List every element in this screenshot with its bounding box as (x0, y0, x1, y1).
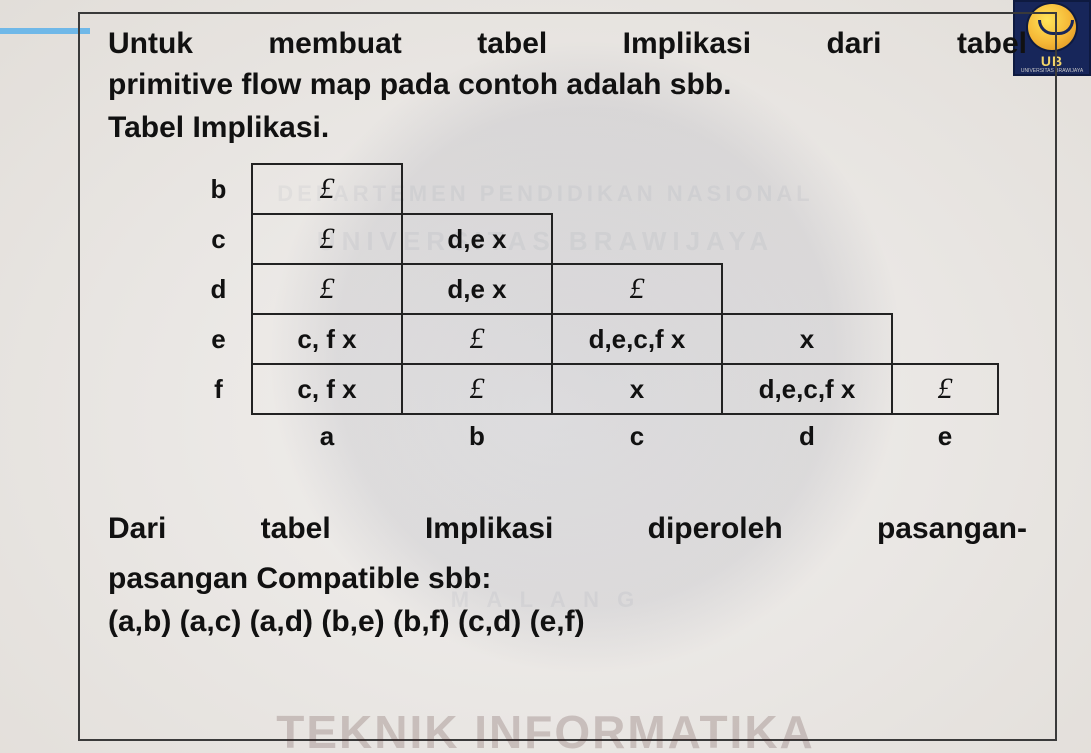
table-cell: £ (252, 164, 402, 214)
paragraph-word: pasangan- (877, 504, 1027, 554)
check-symbol: £ (320, 222, 335, 255)
check-symbol: £ (938, 372, 953, 405)
paragraph-line-2: pasangan Compatible sbb: (108, 554, 1027, 604)
heading-word: dari (826, 24, 881, 65)
empty-cell (892, 214, 998, 264)
table-cell: £ (892, 364, 998, 414)
empty-cell (892, 164, 998, 214)
paragraph-word: Dari (108, 504, 166, 554)
check-symbol: £ (320, 172, 335, 205)
blank-corner (186, 414, 252, 458)
heading: Untuk membuat tabel Implikasi dari tabel prim… (108, 24, 1027, 105)
row-label: f (186, 364, 252, 414)
empty-cell (722, 164, 892, 214)
check-symbol: £ (630, 272, 645, 305)
empty-cell (892, 264, 998, 314)
row-label: d (186, 264, 252, 314)
table-cell: d,e x (402, 264, 552, 314)
heading-word: Untuk (108, 24, 193, 65)
table-row: fc, f x £ xd,e,c,f x £ (186, 364, 998, 414)
row-label: e (186, 314, 252, 364)
heading-word: tabel (477, 24, 547, 65)
check-symbol: £ (470, 322, 485, 355)
table-cell: £ (402, 364, 552, 414)
table-col-label-row: abcde (186, 414, 998, 458)
table-cell: x (722, 314, 892, 364)
check-symbol: £ (470, 372, 485, 405)
table-cell: c, f x (252, 314, 402, 364)
heading-line-2: primitive flow map pada contoh adalah sb… (108, 65, 1027, 106)
empty-cell (552, 164, 722, 214)
accent-bar (0, 28, 90, 34)
table-cell: £ (552, 264, 722, 314)
col-label: c (552, 414, 722, 458)
table-cell: c, f x (252, 364, 402, 414)
subheading: Tabel Implikasi. (108, 111, 1027, 145)
empty-cell (722, 214, 892, 264)
heading-word: membuat (268, 24, 401, 65)
paragraph-word: tabel (261, 504, 331, 554)
table-cell: £ (402, 314, 552, 364)
table-cell: d,e,c,f x (722, 364, 892, 414)
table-row: d £ d,e x £ (186, 264, 998, 314)
table-cell: d,e x (402, 214, 552, 264)
empty-cell (722, 264, 892, 314)
table-row: b£ (186, 164, 998, 214)
table-cell: d,e,c,f x (552, 314, 722, 364)
compatible-pairs: (a,b) (a,c) (a,d) (b,e) (b,f) (c,d) (e,f… (108, 605, 1027, 639)
heading-word: tabel (957, 24, 1027, 65)
row-label: b (186, 164, 252, 214)
table-row: ec, f x £ d,e,c,f xx (186, 314, 998, 364)
table-cell: £ (252, 214, 402, 264)
row-label: c (186, 214, 252, 264)
heading-word: Implikasi (623, 24, 751, 65)
implication-table-wrap: b£c£d,e xd£d,e x£ec, f x£d,e,c,f xxfc, f… (186, 163, 1027, 458)
heading-line-1: Untuk membuat tabel Implikasi dari tabel (108, 24, 1027, 65)
empty-cell (552, 214, 722, 264)
col-label: a (252, 414, 402, 458)
implication-table: b£c£d,e xd£d,e x£ec, f x£d,e,c,f xxfc, f… (186, 163, 999, 458)
paragraph-line-1: Dari tabel Implikasi diperoleh pasangan- (108, 504, 1027, 554)
check-symbol: £ (320, 272, 335, 305)
col-label: d (722, 414, 892, 458)
paragraph-word: diperoleh (648, 504, 783, 554)
table-row: c £ d,e x (186, 214, 998, 264)
table-cell: £ (252, 264, 402, 314)
paragraph: Dari tabel Implikasi diperoleh pasangan- pas… (108, 504, 1027, 603)
content-box: Untuk membuat tabel Implikasi dari tabel prim… (78, 12, 1057, 741)
empty-cell (892, 314, 998, 364)
empty-cell (402, 164, 552, 214)
col-label: e (892, 414, 998, 458)
col-label: b (402, 414, 552, 458)
table-cell: x (552, 364, 722, 414)
paragraph-word: Implikasi (425, 504, 553, 554)
slide: DEPARTEMEN PENDIDIKAN NASIONAL UNIVERSIT… (0, 0, 1091, 753)
